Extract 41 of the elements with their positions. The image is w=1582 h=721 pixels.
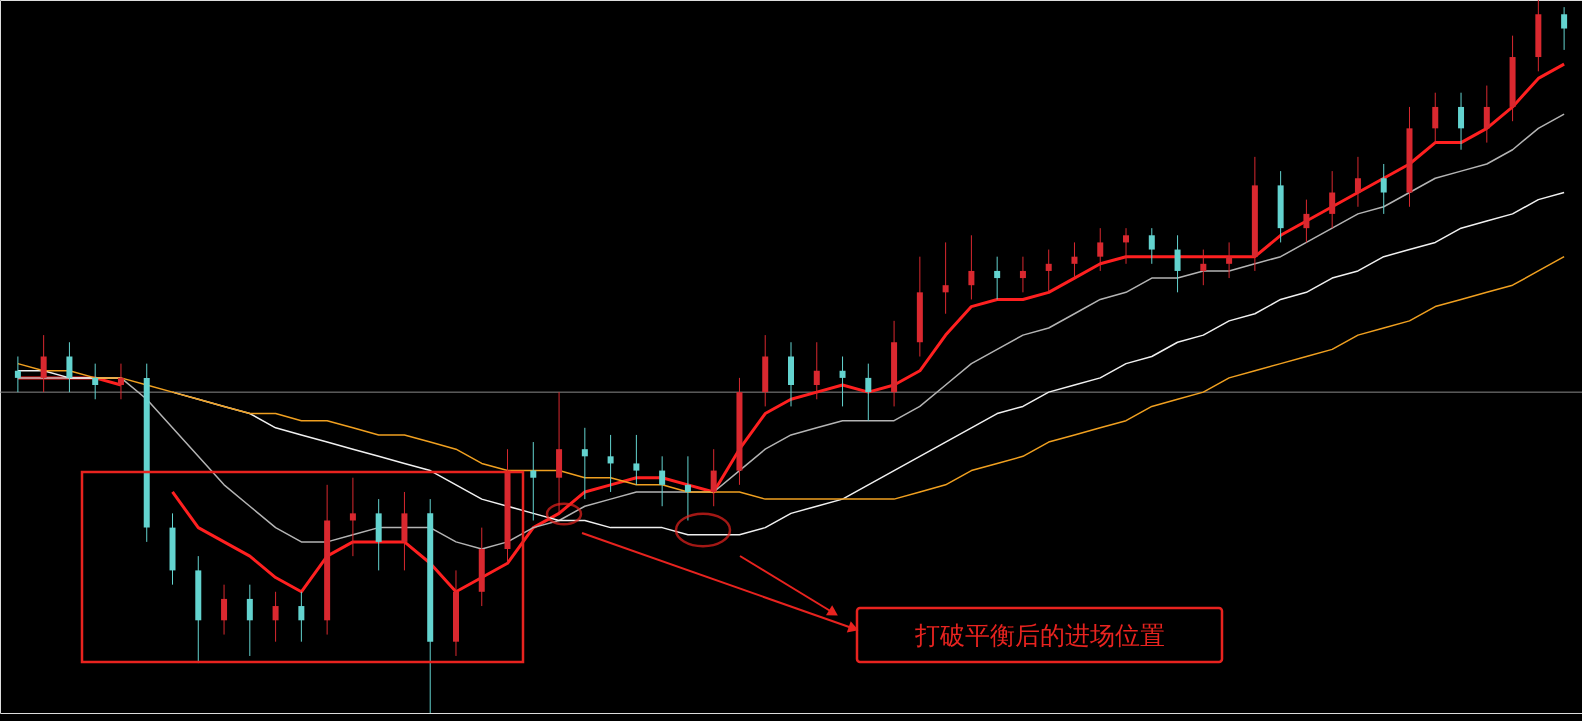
candlestick (272, 591, 279, 643)
candlestick (221, 584, 228, 636)
annotation: 打破平衡后的进场位置 (914, 621, 1165, 650)
candlestick (607, 434, 614, 493)
candlestick (581, 427, 588, 500)
candlestick (1303, 199, 1310, 243)
candlestick (92, 363, 99, 400)
candlestick (1071, 241, 1078, 279)
candlestick (1329, 170, 1336, 229)
candlestick (1148, 227, 1155, 265)
candlestick (349, 477, 356, 557)
candlestick (1458, 92, 1465, 151)
candlestick (813, 341, 820, 400)
candlestick (1226, 241, 1233, 279)
candlestick (1354, 156, 1361, 208)
candlestick (117, 363, 124, 400)
candlestick (298, 591, 305, 643)
candlestick (1200, 249, 1207, 286)
candlestick (968, 234, 975, 300)
candlestick (1097, 227, 1104, 272)
candlestick (865, 363, 872, 422)
candlestick (633, 434, 640, 486)
candlestick (40, 334, 47, 393)
candlestick (530, 441, 537, 521)
candlestick (710, 448, 717, 507)
candlestick (1123, 227, 1130, 265)
candlestick (246, 584, 253, 657)
candlestick (994, 256, 1001, 300)
candlestick (1432, 92, 1439, 144)
candlestick (839, 356, 846, 407)
candlestick (684, 455, 691, 521)
candlestick (1045, 249, 1052, 293)
candlestick (1561, 6, 1568, 51)
candlestick (659, 455, 666, 507)
candlestick (1019, 256, 1026, 293)
candlestick (1174, 234, 1181, 293)
candlestick (1380, 163, 1387, 215)
candlestick (14, 356, 21, 393)
candlestick (942, 241, 949, 315)
candlestick (66, 341, 73, 393)
candlestick (1483, 85, 1490, 144)
